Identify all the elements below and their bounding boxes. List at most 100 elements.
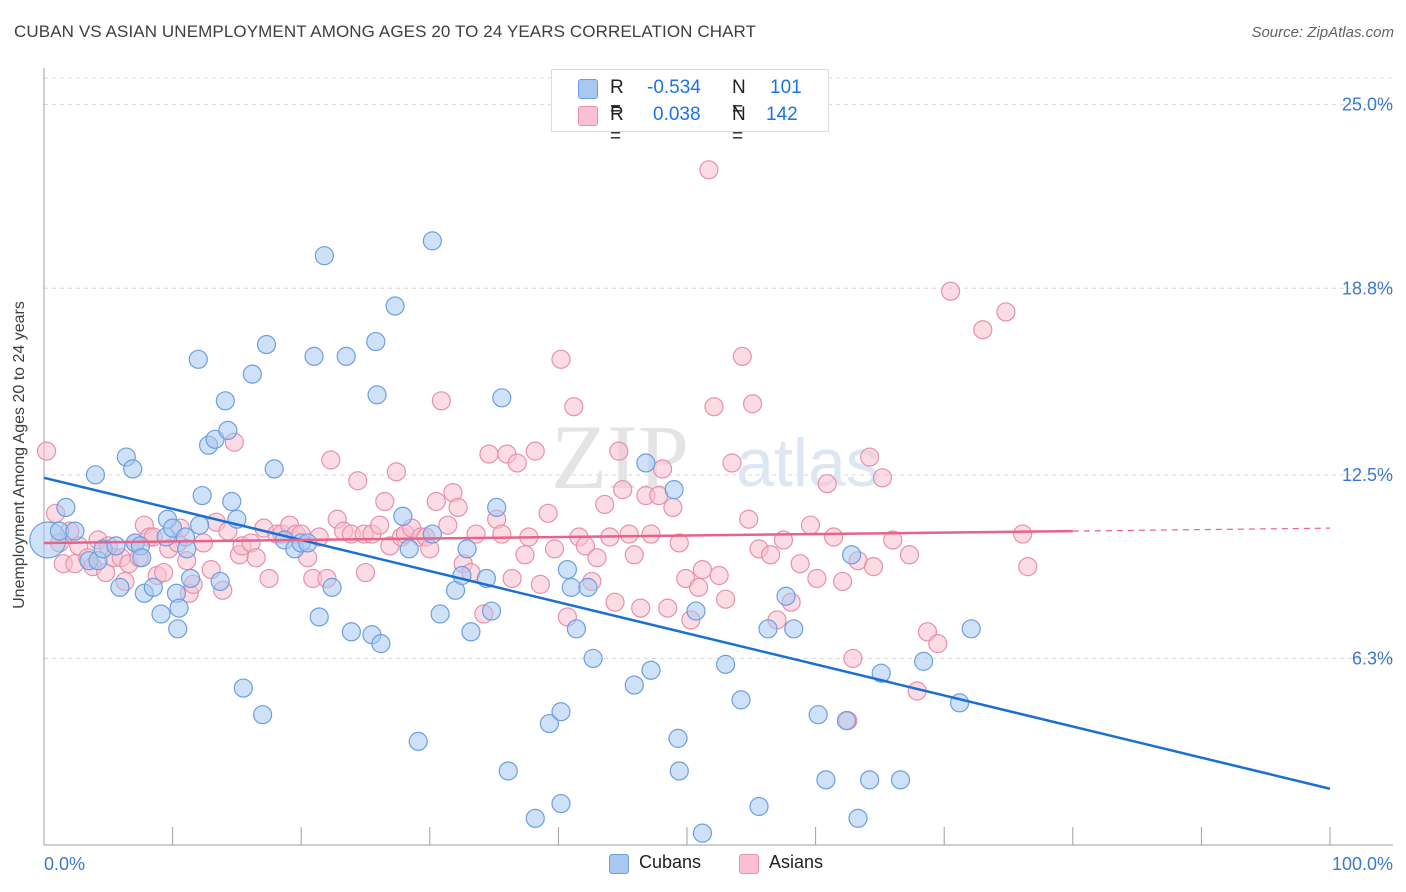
asians-point [631, 598, 651, 618]
asians-point [386, 462, 406, 482]
cubans-point [784, 619, 804, 639]
cubans-point [177, 539, 197, 559]
y-axis-label: Unemployment Among Ages 20 to 24 years [11, 301, 28, 609]
asians-point [479, 444, 499, 464]
cubans-point [422, 524, 442, 544]
cubans-point [210, 571, 230, 592]
asians-point [426, 491, 446, 512]
asians-point [431, 391, 451, 411]
r-value: 0.038 [653, 104, 701, 125]
asians-point [551, 349, 571, 369]
cubans-point [322, 577, 342, 597]
asians-point [692, 559, 713, 580]
asians-point [863, 557, 884, 577]
n-label: N = [732, 104, 746, 147]
asians-point [807, 568, 827, 589]
r-value: -0.534 [647, 77, 701, 98]
cubans-point [890, 770, 911, 790]
y-tick-label: 12.5% [1342, 465, 1393, 485]
cubans-point [961, 619, 981, 639]
asians-swatch [578, 106, 598, 126]
cubans-point [461, 622, 481, 642]
asians-point [507, 453, 527, 473]
correlation-legend: R = -0.534 N = 101 R = 0.038 N = 142 [551, 69, 829, 147]
cubans-point [498, 761, 518, 781]
cubans-point [668, 728, 688, 748]
trend-lines [43, 476, 1331, 790]
asians-point [36, 441, 57, 461]
asians-point [722, 453, 742, 473]
cubans-point [561, 577, 581, 597]
asians-point [595, 494, 615, 515]
n-value: 142 [766, 104, 798, 125]
asians-point [1013, 524, 1033, 544]
cubans-point [256, 334, 277, 355]
asians-point [355, 562, 376, 583]
asians-point [883, 530, 903, 550]
cubans-point [808, 705, 828, 725]
asians-point [669, 533, 689, 553]
asians-point [742, 394, 763, 414]
asians-point [438, 515, 458, 535]
cubans-point [749, 796, 769, 817]
cubans-point [636, 453, 656, 473]
cubans-point [452, 565, 472, 586]
cubans-point [181, 568, 201, 589]
asians-point [246, 548, 266, 568]
asians-points [36, 160, 1038, 731]
asians-point [544, 539, 565, 559]
r-label: R = [610, 77, 624, 120]
asians-point [641, 524, 661, 544]
cubans-point [408, 731, 428, 751]
cubans-point [169, 598, 189, 618]
asians-point [941, 281, 961, 301]
asians-point [872, 468, 893, 488]
asians-point [899, 545, 920, 565]
cubans-point [132, 548, 152, 568]
cubans-point [222, 491, 242, 512]
cubans-point [848, 808, 868, 828]
cubans-swatch [578, 79, 598, 99]
cubans-point [341, 622, 361, 642]
asians-trend-line [43, 529, 1073, 545]
asians-point [709, 565, 729, 586]
asians-point [538, 503, 558, 523]
cubans-point [215, 391, 235, 411]
asians-point [587, 548, 607, 568]
cubans-point [264, 459, 284, 479]
cubans-point [385, 296, 405, 316]
cubans-point [551, 793, 571, 814]
cubans-point [842, 545, 862, 565]
cubans-point [578, 577, 598, 597]
y-tick-label: 25.0% [1342, 95, 1393, 115]
axes [43, 68, 1393, 846]
x-min-label: 0.0% [44, 854, 85, 874]
asians-point [860, 447, 880, 467]
asians-point [800, 515, 821, 535]
cubans-point [123, 459, 143, 479]
n-label: N = [732, 77, 746, 120]
y-tick-label: 18.8% [1342, 278, 1393, 298]
x-max-label: 100.0% [1332, 854, 1393, 874]
asians-point [502, 568, 522, 589]
cubans-point [188, 349, 208, 369]
asians-point [321, 450, 341, 470]
n-value: 101 [770, 77, 802, 98]
cubans-point [871, 663, 891, 683]
asians-point [153, 562, 174, 583]
cubans-point [65, 521, 85, 541]
cubans-point [525, 808, 545, 828]
cubans-point [233, 678, 253, 698]
watermark-atlas: atlas [736, 425, 880, 501]
asians-point [739, 509, 759, 529]
cubans-point [85, 465, 106, 485]
cubans-point [487, 497, 507, 518]
asians-point [448, 497, 468, 518]
cubans-point [168, 619, 188, 639]
asians-point [699, 160, 719, 180]
asians-point [688, 577, 709, 597]
cubans-trend-line [43, 476, 1331, 790]
asians-point [605, 592, 625, 612]
cubans-point [218, 420, 238, 441]
